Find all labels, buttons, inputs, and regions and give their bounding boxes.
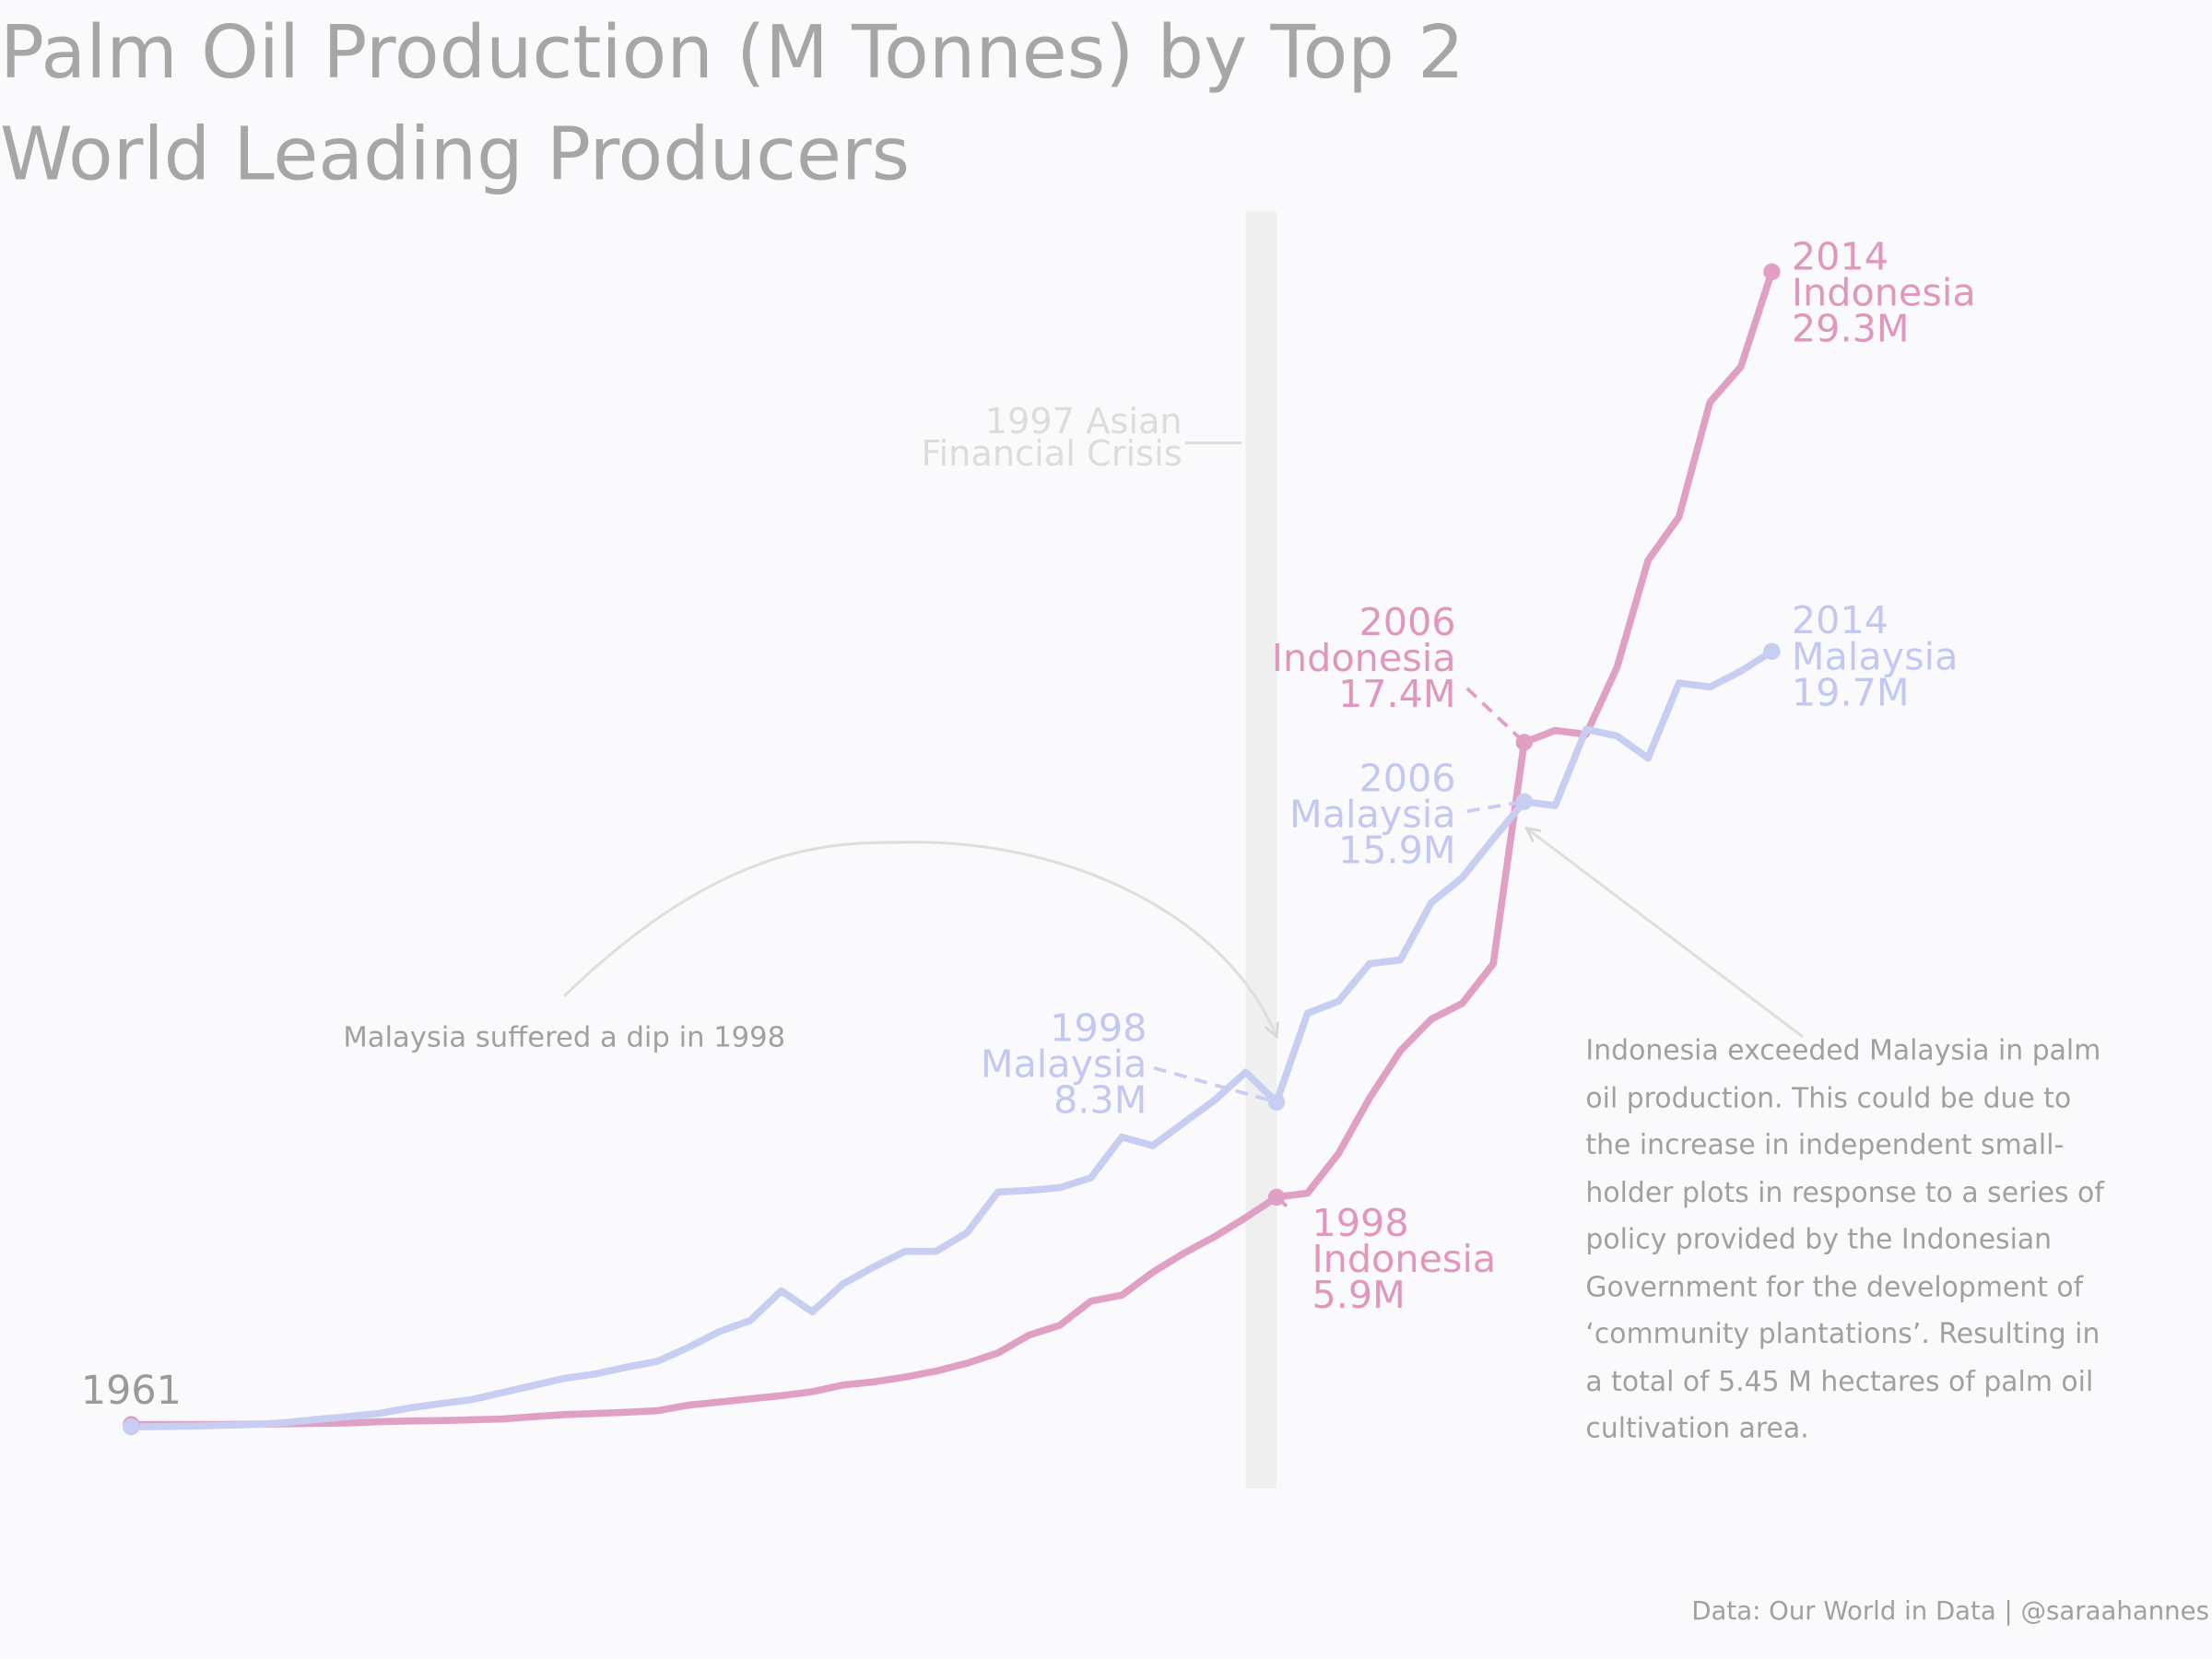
callout-label: 1998 — [1312, 1201, 1408, 1245]
callout-label: 1998 — [1050, 1006, 1147, 1051]
callout-label: 8.3M — [1053, 1078, 1147, 1123]
source: Data: Our World in Data | @saraahannes — [1691, 1596, 2209, 1626]
point-marker — [1763, 642, 1781, 660]
callout-label: 2014 — [1792, 234, 1888, 278]
start-marker — [123, 1418, 140, 1436]
callout-leader — [1465, 687, 1526, 744]
exceed-annotation: Indonesia exceeded Malaysia in palm oil … — [1585, 1033, 2104, 1445]
callout-label: 17.4M — [1338, 672, 1456, 716]
dip-arrow — [563, 841, 1277, 1037]
callout-label: 5.9M — [1312, 1273, 1405, 1317]
point-marker — [1763, 263, 1781, 281]
callout-label: 2006 — [1359, 757, 1455, 801]
dip-annotation: Malaysia suffered a dip in 1998 — [343, 1022, 785, 1054]
exceed-arrow — [1526, 828, 1805, 1039]
callout-label: Indonesia — [1312, 1237, 1496, 1281]
plot: 1998Indonesia5.9M2006Indonesia17.4M2014I… — [81, 234, 1976, 1436]
callout-label: Indonesia — [1272, 636, 1456, 680]
crisis-band — [1245, 211, 1277, 1488]
callout-label: 19.7M — [1792, 670, 1910, 714]
band-layer — [1245, 211, 1277, 1488]
start-year-label: 1961 — [81, 1368, 182, 1414]
series-line — [127, 647, 1776, 1431]
point-marker — [1267, 1188, 1286, 1206]
callout-label: Malaysia — [1792, 634, 1959, 678]
point-marker — [1267, 1093, 1286, 1112]
callout-label: Malaysia — [981, 1042, 1147, 1087]
callout-label: Indonesia — [1792, 270, 1976, 314]
point-marker — [1515, 734, 1533, 751]
callout-label: Malaysia — [1289, 793, 1456, 837]
crisis-label: 1997 Asian Financial Crisis — [921, 405, 1182, 475]
chart-title: Palm Oil Production (M Tonnes) by Top 2 … — [0, 11, 1465, 198]
series-line — [127, 268, 1776, 1429]
callout-label: 15.9M — [1338, 829, 1456, 873]
crisis-label-box: 1997 Asian Financial Crisis — [921, 405, 1182, 475]
callout-label: 2006 — [1359, 600, 1455, 644]
callout-label: 2014 — [1792, 598, 1888, 642]
title-box: Palm Oil Production (M Tonnes) by Top 2 … — [0, 11, 1465, 198]
callout-label: 29.3M — [1792, 306, 1910, 350]
exceed-annotation-box: Indonesia exceeded Malaysia in palm oil … — [1585, 1033, 2104, 1445]
callout-leader — [1153, 1065, 1277, 1104]
callout-leader — [1466, 799, 1525, 813]
point-marker — [1515, 793, 1533, 810]
